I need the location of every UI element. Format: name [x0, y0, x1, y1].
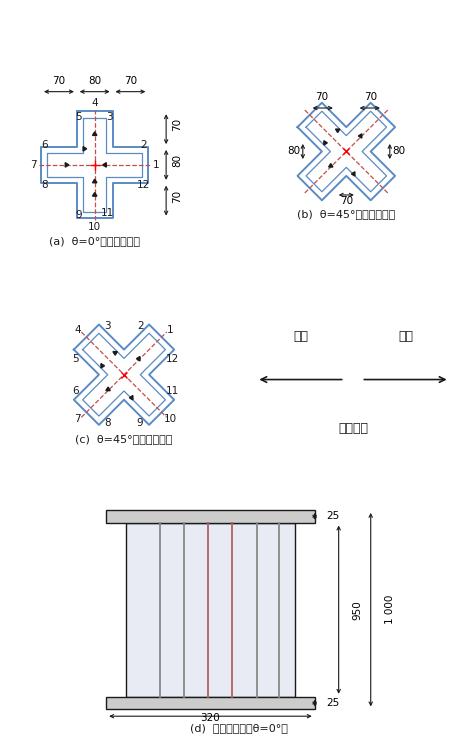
Polygon shape — [335, 129, 339, 132]
Text: (c)  θ=45°（有加劲肋）: (c) θ=45°（有加劲肋） — [75, 434, 172, 444]
Text: (a)  θ=0°（有加劲肋）: (a) θ=0°（有加劲肋） — [49, 236, 140, 246]
Text: 7: 7 — [30, 160, 36, 170]
Polygon shape — [136, 356, 139, 361]
Polygon shape — [92, 179, 97, 183]
Text: 4: 4 — [91, 98, 98, 109]
Bar — [106, 510, 314, 522]
Text: 4: 4 — [74, 325, 80, 335]
Text: 950: 950 — [352, 600, 362, 619]
Polygon shape — [92, 132, 97, 135]
Polygon shape — [101, 364, 104, 368]
Text: 80: 80 — [391, 146, 404, 157]
Text: 2: 2 — [140, 140, 147, 150]
Text: 8: 8 — [104, 418, 111, 428]
Text: 70: 70 — [339, 196, 352, 205]
Polygon shape — [351, 171, 354, 176]
Polygon shape — [129, 395, 133, 400]
Text: 负向: 负向 — [397, 330, 412, 343]
Text: 6: 6 — [72, 386, 79, 396]
Text: 1: 1 — [153, 160, 159, 170]
Text: 70: 70 — [363, 92, 377, 102]
Text: 11: 11 — [100, 208, 114, 218]
Polygon shape — [328, 163, 332, 167]
Polygon shape — [113, 352, 117, 355]
Text: 3: 3 — [104, 321, 111, 331]
Text: 9: 9 — [137, 418, 143, 428]
Polygon shape — [92, 193, 97, 196]
Text: 正向: 正向 — [292, 330, 307, 343]
Text: 70: 70 — [171, 189, 181, 202]
Polygon shape — [65, 163, 69, 167]
Text: 10: 10 — [164, 415, 177, 424]
Text: 80: 80 — [287, 146, 300, 157]
Text: 80: 80 — [88, 75, 101, 86]
Text: 1: 1 — [167, 325, 173, 335]
Polygon shape — [357, 134, 361, 138]
Text: 5: 5 — [75, 112, 82, 122]
Text: 70: 70 — [171, 118, 181, 131]
Text: (d)  立面示意图（θ=0°）: (d) 立面示意图（θ=0°） — [189, 723, 287, 733]
Text: 25: 25 — [326, 698, 339, 708]
Polygon shape — [106, 387, 110, 391]
Text: 10: 10 — [88, 222, 101, 231]
Text: 12: 12 — [165, 353, 178, 364]
Text: 7: 7 — [74, 415, 80, 424]
Text: (b)  θ=45°（无加劲肋）: (b) θ=45°（无加劲肋） — [297, 209, 395, 219]
Bar — [126, 522, 294, 697]
Polygon shape — [102, 163, 106, 167]
Text: 320: 320 — [200, 713, 220, 723]
Text: 25: 25 — [326, 511, 339, 521]
Text: 70: 70 — [315, 92, 328, 102]
Text: 12: 12 — [137, 180, 150, 189]
Text: 80: 80 — [171, 154, 181, 167]
Text: 9: 9 — [75, 210, 82, 220]
Text: 2: 2 — [137, 321, 143, 331]
Text: 6: 6 — [41, 140, 48, 150]
Polygon shape — [323, 140, 327, 145]
Text: 11: 11 — [165, 386, 178, 396]
Text: 5: 5 — [72, 353, 79, 364]
Text: 3: 3 — [106, 112, 112, 122]
Text: 1 000: 1 000 — [384, 595, 394, 624]
Text: 70: 70 — [52, 75, 65, 86]
Text: 70: 70 — [124, 75, 137, 86]
Text: 加载方向: 加载方向 — [337, 422, 367, 435]
Polygon shape — [83, 146, 87, 151]
Bar — [106, 697, 314, 709]
Text: 8: 8 — [41, 180, 48, 189]
